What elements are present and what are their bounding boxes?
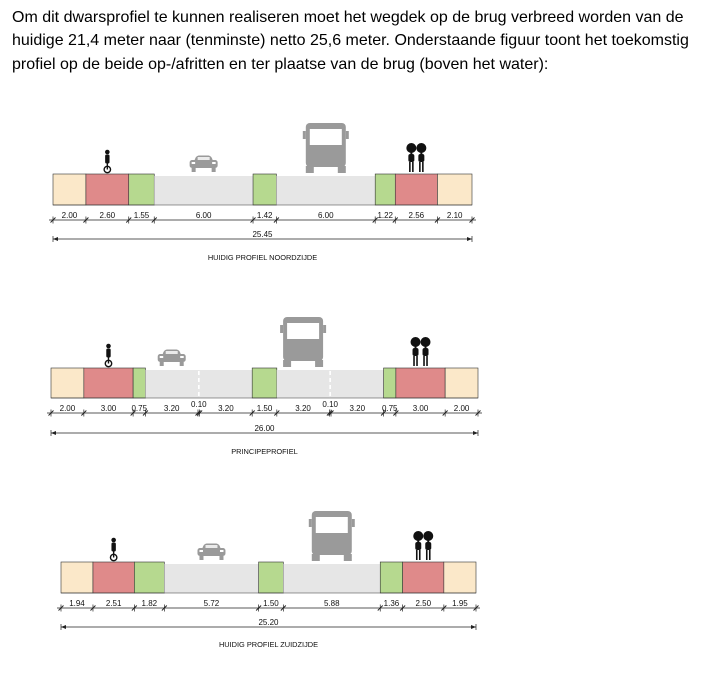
- road-segment: [283, 564, 381, 593]
- green-verge-segment: [128, 173, 155, 206]
- segment-width-label: 1.50: [257, 404, 273, 413]
- segment-width-label: 1.50: [263, 599, 279, 608]
- green-verge-segment: [383, 367, 397, 399]
- bike-lane-segment: [402, 561, 445, 594]
- segment-width-label: 3.20: [295, 404, 311, 413]
- sidewalk-segment: [60, 561, 94, 594]
- road-segment: [197, 370, 200, 398]
- total-width-label: 26.00: [254, 424, 275, 433]
- road-segment: [329, 370, 332, 398]
- profile-caption: HUIDIG PROFIEL NOORDZIJDE: [208, 253, 317, 262]
- bike-lane-segment: [394, 173, 438, 206]
- total-width-label: 25.45: [252, 230, 273, 239]
- segment-width-label: 5.88: [324, 599, 340, 608]
- segment-width-label: 2.10: [447, 211, 463, 220]
- segment-width-label: 3.20: [218, 404, 234, 413]
- pedestrians-icon: [413, 531, 434, 560]
- profile-2: 2.00 3.00 0.75 3.20 0.10 3.20 1.50 3.20 0.10 3.20…: [47, 317, 482, 456]
- segment-width-label: 3.00: [413, 404, 429, 413]
- segment-width-label: 1.94: [69, 599, 85, 608]
- road-segment: [331, 370, 384, 398]
- segment-width-label: 1.82: [142, 599, 158, 608]
- cyclist-icon: [104, 343, 113, 368]
- segment-width-label: 0.75: [382, 404, 398, 413]
- green-verge-segment: [251, 367, 278, 399]
- profile-1: 2.00 2.60 1.55 6.00 1.42 6.00 1.22 2.56 2.10 25.4…: [49, 123, 476, 262]
- segment-width-label: 0.75: [131, 404, 147, 413]
- segment-width-label: 6.00: [318, 211, 334, 220]
- segment-width-label: 1.42: [257, 211, 273, 220]
- bike-lane-segment: [92, 561, 135, 594]
- segment-width-label: 0.10: [191, 400, 207, 409]
- car-icon: [189, 155, 218, 172]
- segment-width-label: 3.20: [350, 404, 366, 413]
- green-verge-segment: [374, 173, 396, 206]
- green-verge-segment: [132, 367, 146, 399]
- pedestrians-icon: [406, 143, 427, 172]
- segment-width-label: 6.00: [196, 211, 212, 220]
- profile-caption: PRINCIPEPROFIEL: [231, 447, 298, 456]
- car-icon: [197, 543, 226, 560]
- road-segment: [145, 370, 198, 398]
- road-segment: [154, 176, 254, 205]
- green-verge-segment: [379, 561, 403, 594]
- segment-width-label: 2.00: [60, 404, 76, 413]
- segment-width-label: 2.60: [100, 211, 116, 220]
- car-icon: [157, 349, 186, 366]
- sidewalk-segment: [437, 173, 473, 206]
- segment-width-label: 2.51: [106, 599, 122, 608]
- road-segment: [164, 564, 259, 593]
- bus-icon: [280, 317, 327, 367]
- bike-lane-segment: [83, 367, 134, 399]
- total-width-label: 25.20: [258, 618, 279, 627]
- segment-width-label: 1.36: [384, 599, 400, 608]
- green-verge-segment: [134, 561, 165, 594]
- intro-paragraph: Om dit dwarsprofiel te kunnen realiseren…: [12, 9, 689, 73]
- bike-lane-segment: [85, 173, 130, 206]
- segment-width-label: 5.72: [204, 599, 220, 608]
- bus-icon: [302, 123, 349, 173]
- segment-width-label: 3.00: [101, 404, 117, 413]
- segment-width-label: 1.95: [452, 599, 468, 608]
- sidewalk-segment: [443, 561, 477, 594]
- road-segment: [276, 176, 376, 205]
- profile-caption: HUIDIG PROFIEL ZUIDZIJDE: [219, 640, 318, 649]
- segment-width-label: 3.20: [164, 404, 180, 413]
- pedestrians-icon: [410, 337, 431, 366]
- segment-width-label: 2.56: [409, 211, 425, 220]
- bike-lane-segment: [395, 367, 446, 399]
- sidewalk-segment: [444, 367, 479, 399]
- segment-width-label: 1.55: [134, 211, 150, 220]
- segment-width-label: 1.22: [377, 211, 393, 220]
- green-verge-segment: [258, 561, 284, 594]
- road-segment: [276, 370, 330, 398]
- bus-icon: [308, 511, 355, 561]
- segment-width-label: 2.50: [415, 599, 431, 608]
- profile-3: 1.94 2.51 1.82 5.72 1.50 5.88 1.36 2.50 1.95 25.2…: [57, 511, 480, 649]
- cyclist-icon: [103, 149, 112, 174]
- sidewalk-segment: [52, 173, 87, 206]
- segment-width-label: 2.00: [62, 211, 78, 220]
- segment-width-label: 2.00: [454, 404, 470, 413]
- segment-width-label: 0.10: [322, 400, 338, 409]
- road-segment: [199, 370, 253, 398]
- green-verge-segment: [252, 173, 277, 206]
- cyclist-icon: [109, 537, 118, 562]
- sidewalk-segment: [50, 367, 85, 399]
